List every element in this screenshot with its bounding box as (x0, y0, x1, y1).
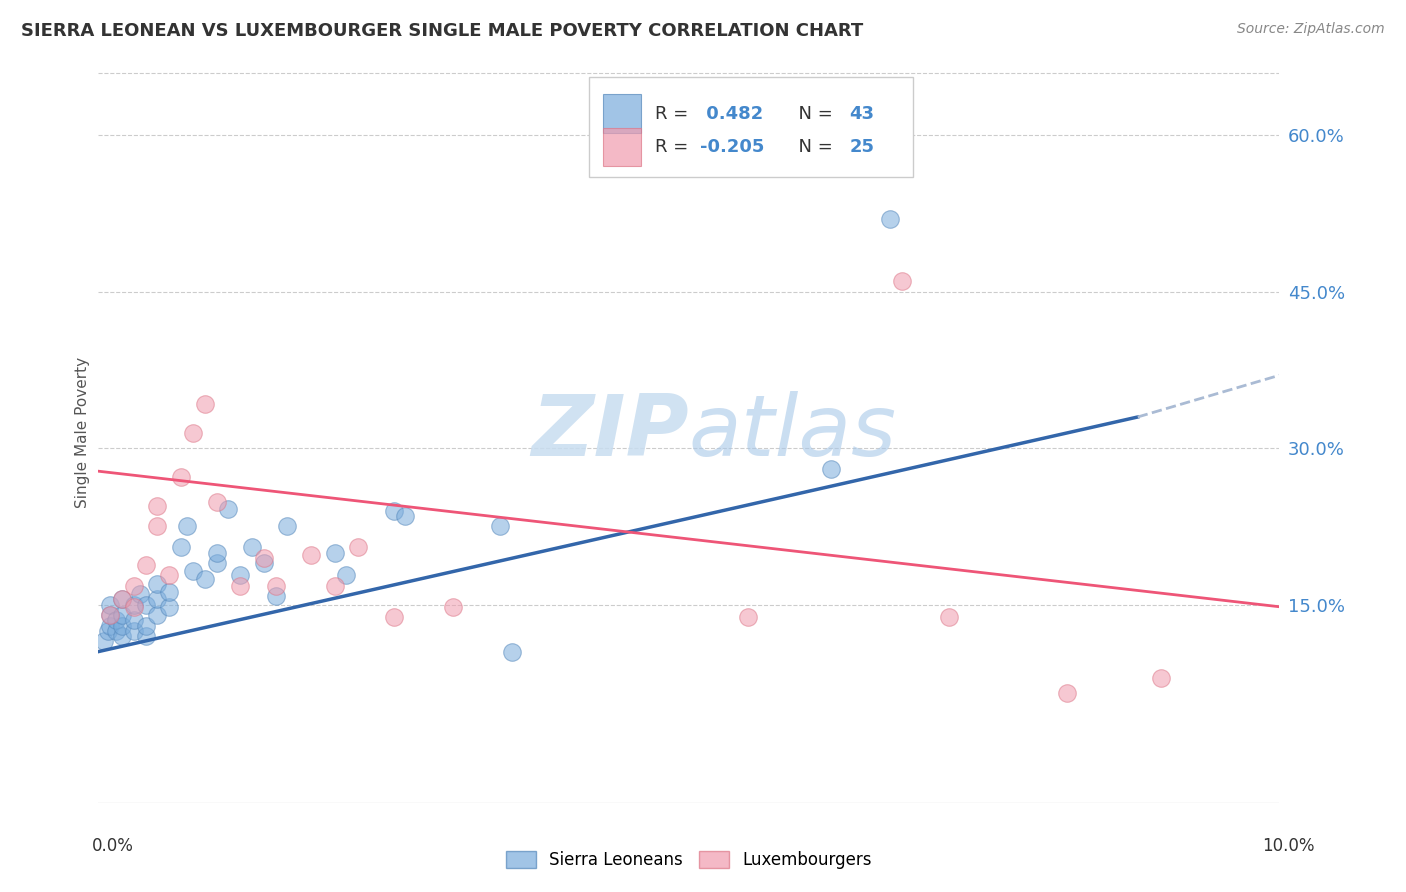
Point (128, 587, 150, 601)
Point (98, 598, 121, 612)
Point (176, 519, 198, 533)
Point (205, 495, 228, 509)
Point (122, 599, 145, 614)
Point (938, 610, 960, 624)
Point (1056, 686, 1078, 700)
Point (98, 608, 121, 623)
Point (890, 274, 912, 288)
Text: -0.205: -0.205 (700, 138, 763, 156)
Point (135, 558, 157, 572)
Point (122, 579, 145, 593)
Point (98, 618, 121, 632)
Point (382, 610, 405, 624)
Point (253, 550, 276, 565)
Point (181, 425, 204, 440)
Point (1150, 671, 1173, 685)
Point (97, 624, 120, 638)
Text: 25: 25 (849, 138, 875, 156)
Text: atlas: atlas (689, 391, 897, 475)
Point (170, 541, 193, 555)
Point (135, 598, 157, 612)
Point (489, 519, 512, 533)
Point (253, 556, 276, 570)
Point (105, 613, 128, 627)
Point (323, 579, 346, 593)
Point (146, 577, 169, 591)
Point (146, 592, 169, 607)
Point (98, 608, 121, 623)
Point (170, 470, 193, 484)
Point (205, 545, 228, 559)
Point (93, 634, 115, 648)
Bar (603, 95, 641, 133)
Text: R =: R = (655, 104, 693, 122)
Point (264, 579, 287, 593)
Text: ZIP: ZIP (531, 391, 689, 475)
Point (240, 541, 263, 555)
Point (737, 610, 759, 624)
Text: 0.0%: 0.0% (91, 837, 134, 855)
Point (194, 397, 217, 411)
Point (347, 541, 370, 555)
Text: 10.0%: 10.0% (1263, 837, 1315, 855)
Point (146, 608, 169, 623)
Point (335, 568, 357, 582)
Point (394, 509, 416, 524)
Point (276, 519, 298, 533)
Point (122, 598, 145, 612)
Point (157, 599, 180, 614)
Point (441, 599, 464, 614)
Point (879, 211, 901, 226)
Point (299, 548, 322, 562)
Point (146, 519, 169, 533)
Point (122, 624, 145, 638)
Text: Source: ZipAtlas.com: Source: ZipAtlas.com (1237, 22, 1385, 37)
Point (111, 608, 134, 623)
Point (181, 564, 204, 578)
Text: N =: N = (787, 104, 838, 122)
Point (323, 545, 346, 559)
FancyBboxPatch shape (589, 78, 914, 178)
Point (264, 590, 287, 604)
Point (111, 592, 134, 607)
Y-axis label: Single Male Poverty: Single Male Poverty (75, 357, 90, 508)
Text: 0.482: 0.482 (700, 104, 763, 122)
Legend: Sierra Leoneans, Luxembourgers: Sierra Leoneans, Luxembourgers (499, 845, 879, 876)
Point (105, 624, 128, 638)
Point (122, 613, 145, 627)
Point (217, 501, 239, 516)
Point (205, 556, 228, 570)
Bar (603, 128, 641, 166)
Point (146, 499, 169, 513)
Point (111, 629, 134, 643)
Text: SIERRA LEONEAN VS LUXEMBOURGER SINGLE MALE POVERTY CORRELATION CHART: SIERRA LEONEAN VS LUXEMBOURGER SINGLE MA… (21, 22, 863, 40)
Point (820, 462, 842, 476)
Point (194, 572, 217, 586)
Point (229, 568, 252, 582)
Text: R =: R = (655, 138, 693, 156)
Point (135, 618, 157, 632)
Point (111, 618, 134, 632)
Point (135, 629, 157, 643)
Point (229, 579, 252, 593)
Text: 43: 43 (849, 104, 875, 122)
Point (111, 592, 134, 607)
Text: N =: N = (787, 138, 838, 156)
Point (157, 568, 180, 582)
Point (157, 585, 180, 599)
Point (382, 504, 405, 518)
Point (501, 644, 523, 658)
